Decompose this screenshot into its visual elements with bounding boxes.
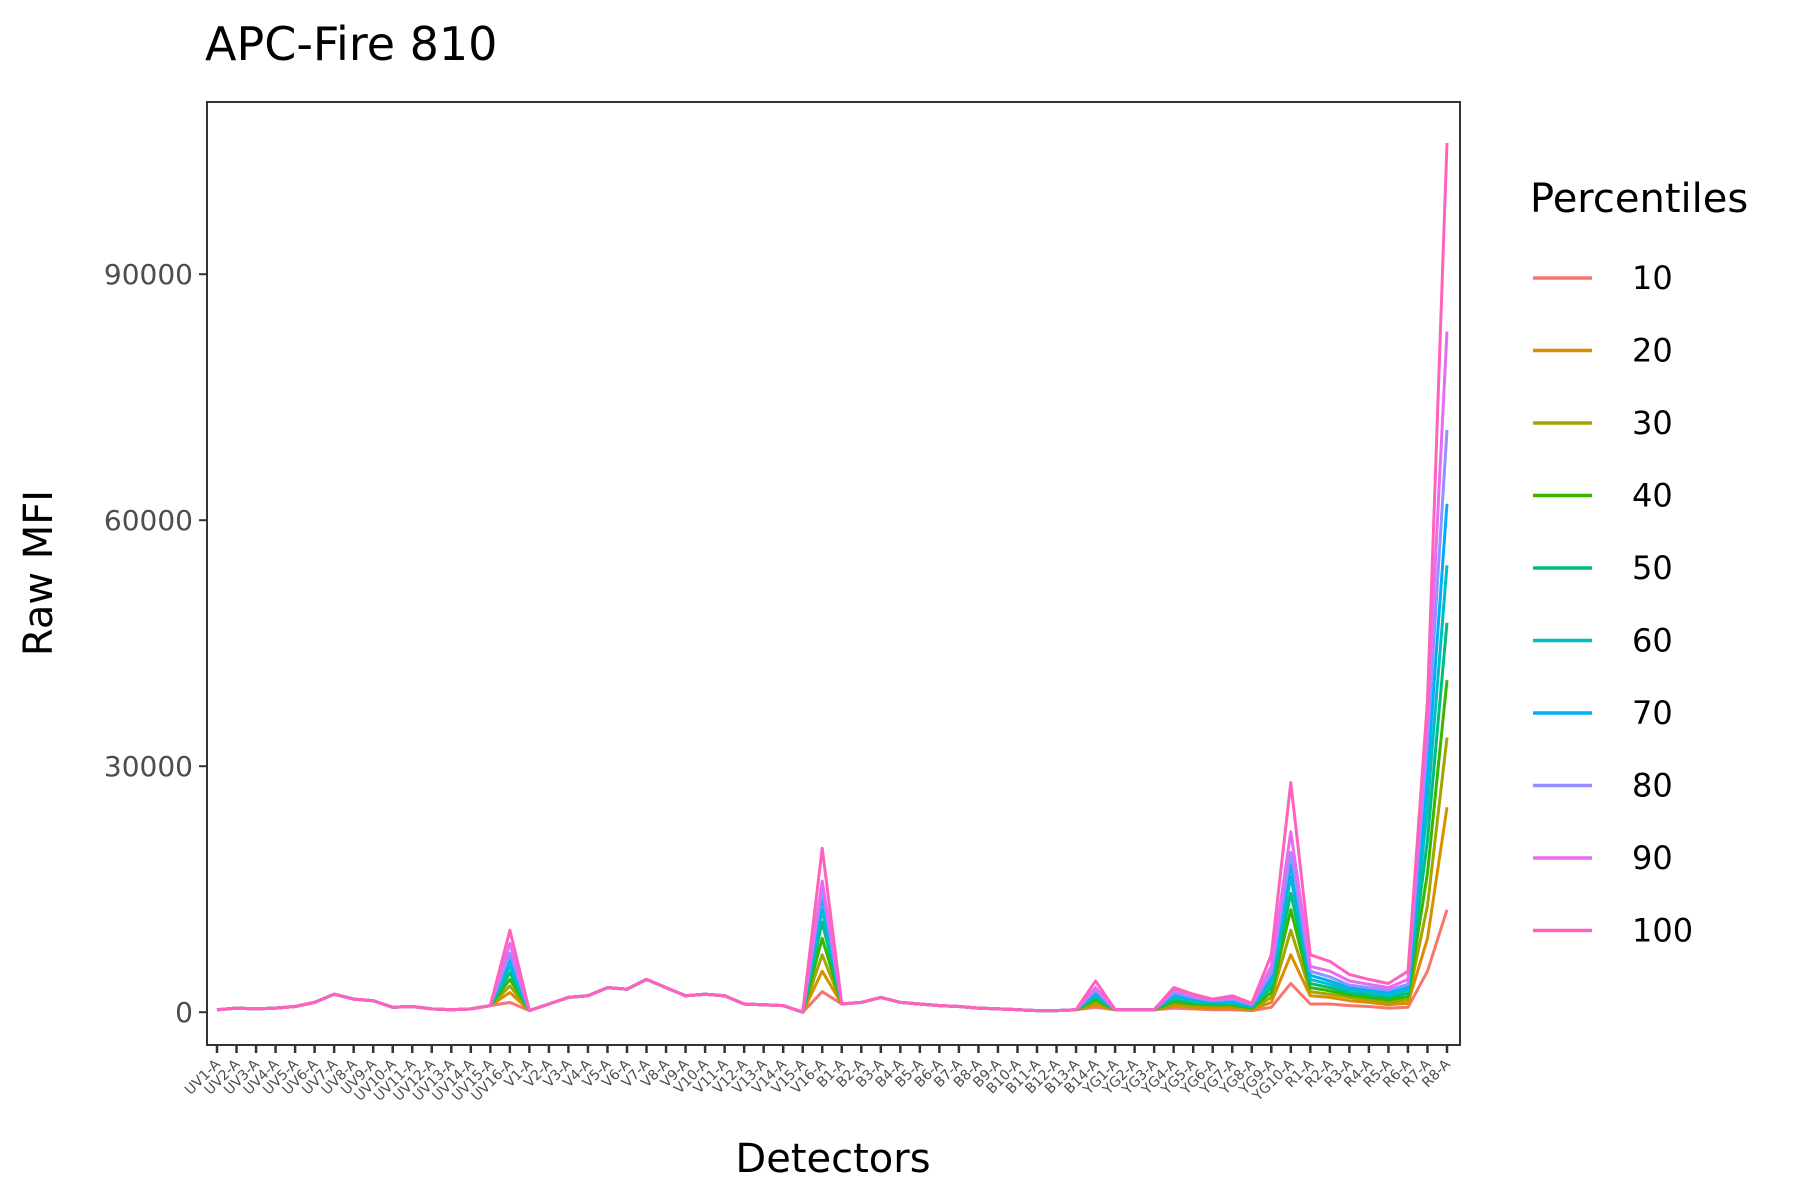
- legend-label-30: 30: [1632, 404, 1673, 442]
- chart-title: APC-Fire 810: [205, 17, 497, 71]
- y-tick-label: 30000: [104, 750, 193, 783]
- legend-label-60: 60: [1632, 622, 1673, 660]
- series-lines: [216, 142, 1449, 1014]
- legend-label-40: 40: [1632, 477, 1673, 515]
- legend-label-70: 70: [1632, 694, 1673, 732]
- y-axis: 0 30000 60000 90000: [104, 258, 207, 1029]
- legend-title: Percentiles: [1530, 176, 1748, 222]
- legend-label-20: 20: [1632, 332, 1673, 370]
- legend: Percentiles 10 20 30 40 50 60 70 80 90 100: [1530, 176, 1748, 950]
- y-tick-label: 0: [175, 996, 193, 1029]
- legend-label-50: 50: [1632, 549, 1673, 587]
- legend-label-10: 10: [1632, 259, 1673, 297]
- series-line-100: [216, 142, 1449, 1014]
- y-tick-label: 60000: [104, 504, 193, 537]
- x-axis: UV1-AUV2-AUV3-AUV4-AUV5-AUV6-AUV7-AUV8-A…: [182, 1045, 1454, 1105]
- plot-panel: [206, 101, 1461, 1046]
- legend-label-100: 100: [1632, 912, 1693, 950]
- y-axis-label: Raw MFI: [16, 490, 62, 656]
- x-axis-label: Detectors: [735, 1136, 930, 1182]
- legend-label-80: 80: [1632, 767, 1673, 805]
- legend-label-90: 90: [1632, 839, 1673, 877]
- y-tick-label: 90000: [104, 258, 193, 291]
